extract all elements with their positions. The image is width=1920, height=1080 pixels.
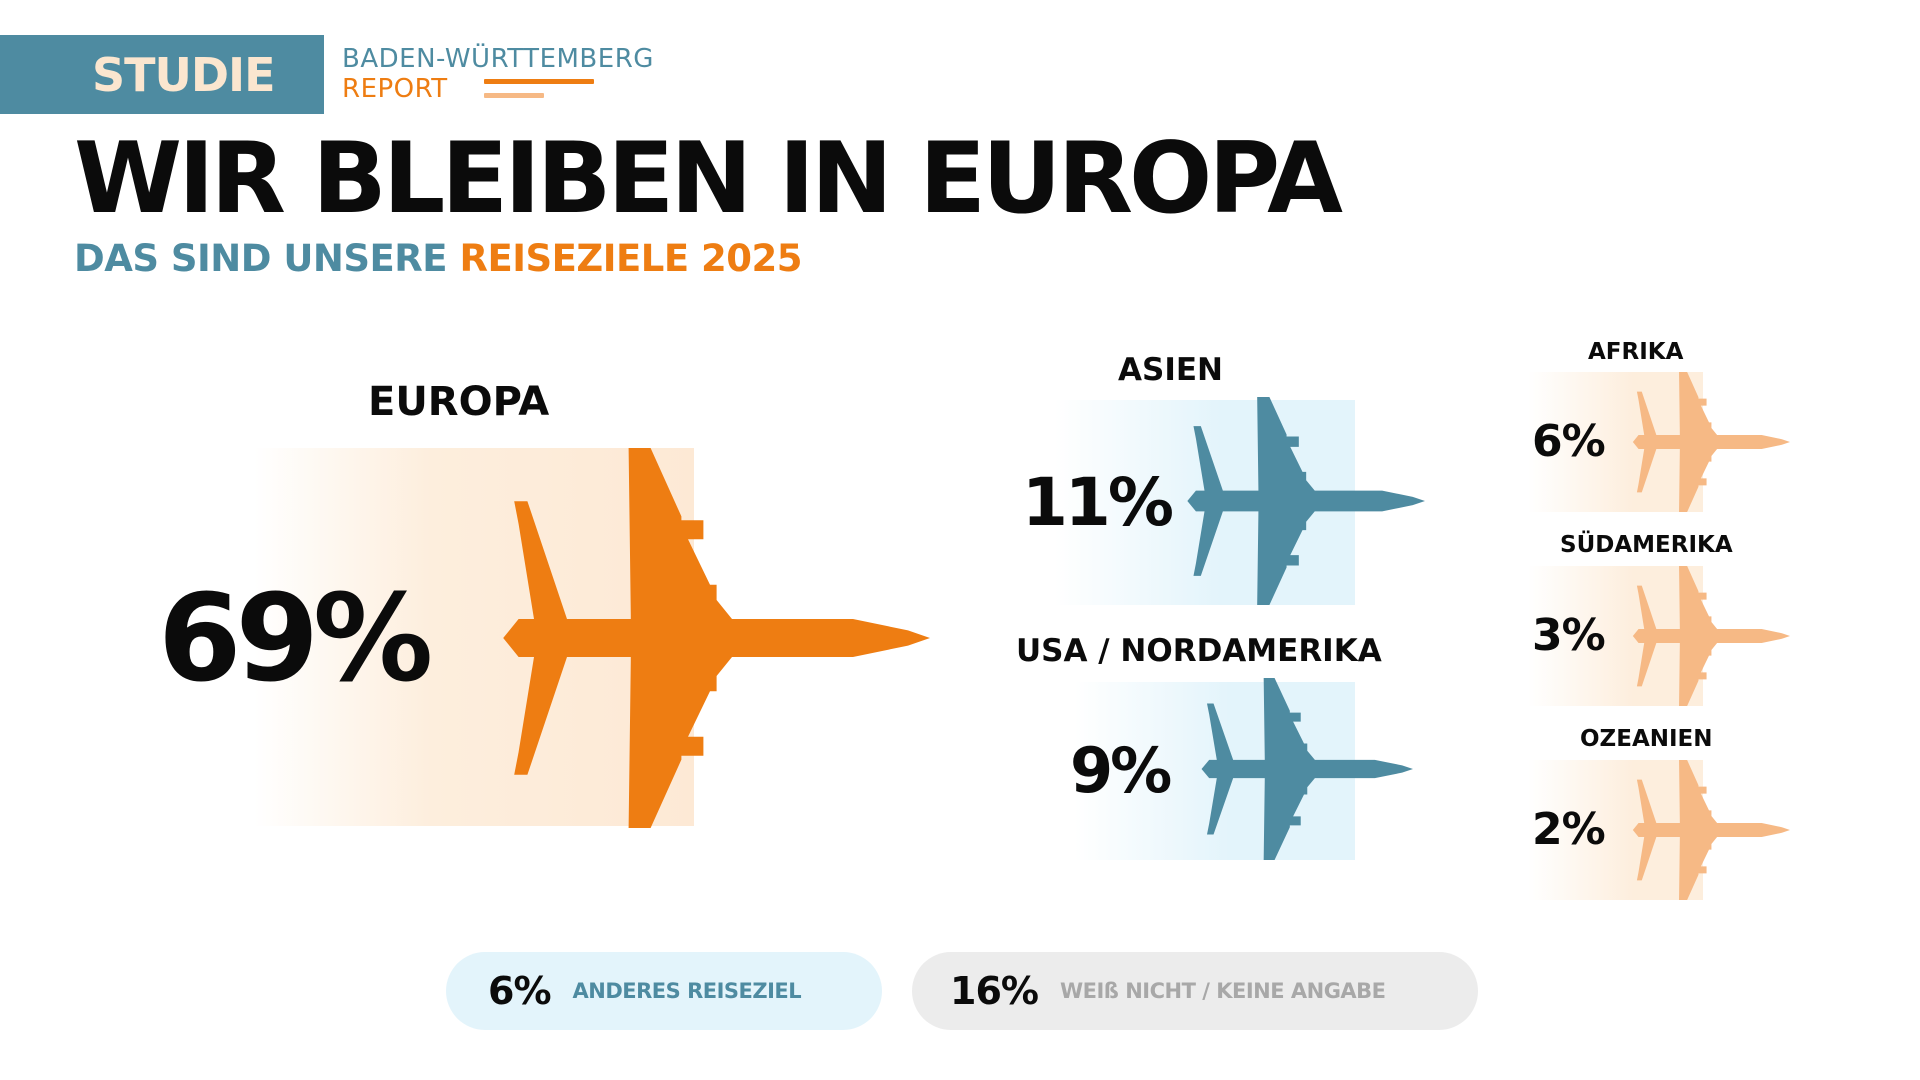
afrika-plane-icon — [1632, 372, 1790, 512]
brand-line1: BADEN-WÜRTTEMBERG — [342, 44, 654, 74]
other-destination-label: ANDERES REISEZIEL — [572, 979, 802, 1003]
unknown-pill: 16% WEIß NICHT / KEINE ANGABE — [912, 952, 1478, 1030]
unknown-label: WEIß NICHT / KEINE ANGABE — [1059, 979, 1386, 1003]
brand-bar-light — [484, 93, 544, 98]
brand-bar-dark — [484, 79, 594, 84]
suedamerika-plane-icon — [1632, 566, 1790, 706]
unknown-value: 16% — [950, 969, 1039, 1013]
asien-plane-icon — [1187, 397, 1425, 605]
chart-value-europa: 69% — [158, 570, 433, 709]
chart-label-asien: ASIEN — [1118, 352, 1223, 388]
chart-value-suedamerika: 3% — [1532, 610, 1606, 661]
chart-value-afrika: 6% — [1532, 416, 1606, 467]
subtitle-part2: REISEZIELE 2025 — [459, 237, 802, 280]
chart-label-usa: USA / NORDAMERIKA — [1016, 633, 1382, 669]
chart-label-ozeanien: OZEANIEN — [1580, 726, 1713, 752]
other-destination-value: 6% — [488, 969, 552, 1013]
chart-label-suedamerika: SÜDAMERIKA — [1560, 532, 1733, 558]
chart-value-asien: 11% — [1022, 464, 1174, 541]
other-destination-pill: 6% ANDERES REISEZIEL — [446, 952, 882, 1030]
ozeanien-plane-icon — [1632, 760, 1790, 900]
chart-value-usa: 9% — [1070, 734, 1172, 807]
europa-plane-icon — [503, 448, 930, 828]
chart-label-afrika: AFRIKA — [1588, 339, 1684, 365]
page-title: WIR BLEIBEN IN EUROPA — [74, 122, 1343, 236]
page-subtitle: DAS SIND UNSERE REISEZIELE 2025 — [74, 240, 802, 277]
brand-line2: REPORT — [342, 74, 448, 104]
studie-badge-text: STUDIE — [92, 47, 276, 102]
chart-label-europa: EUROPA — [368, 379, 550, 425]
usa-plane-icon — [1201, 678, 1413, 860]
chart-value-ozeanien: 2% — [1532, 804, 1606, 855]
subtitle-part1: DAS SIND UNSERE — [74, 237, 448, 280]
studie-badge: STUDIE — [0, 35, 324, 114]
